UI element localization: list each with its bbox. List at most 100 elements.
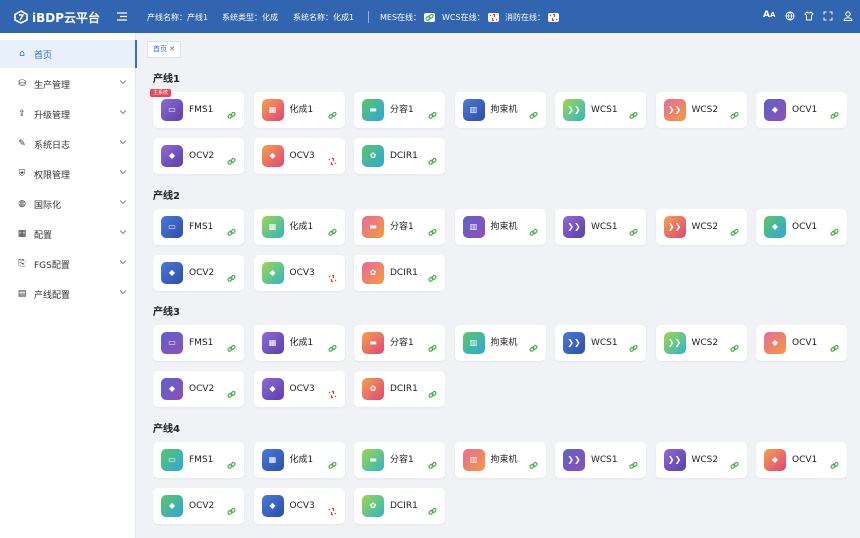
sidebar-item[interactable]: ⎘ FGS配置 bbox=[0, 250, 135, 278]
device-card[interactable]: ▬ 分容1 bbox=[354, 441, 445, 478]
device-card[interactable]: ▬ 分容1 bbox=[354, 325, 445, 361]
sidebar-item[interactable]: ◍ 国际化 bbox=[0, 190, 135, 218]
device-card[interactable]: ▦ 化成1 bbox=[253, 208, 345, 245]
online-icon bbox=[428, 384, 437, 403]
device-card[interactable]: ▬ 分容1 bbox=[354, 92, 445, 128]
device-card[interactable]: ▥ 拘束机 bbox=[454, 92, 546, 128]
theme-icon[interactable] bbox=[804, 11, 814, 21]
sidebar-label: 系统日志 bbox=[34, 140, 71, 151]
sidebar-label: 配置 bbox=[34, 230, 53, 241]
device-card[interactable]: ◆ OCV1 bbox=[756, 325, 847, 361]
device-card[interactable]: ▭ FMS1 bbox=[153, 441, 244, 478]
device-card[interactable]: ✿ DCIR1 bbox=[354, 254, 445, 291]
device-card[interactable]: ▥ 拘束机 bbox=[454, 441, 546, 478]
sidebar-icon: ◍ bbox=[18, 199, 26, 209]
header-info: 系统名称：化成1 bbox=[293, 13, 355, 22]
tab-close[interactable]: ✕ bbox=[169, 45, 176, 53]
device-card[interactable]: ❯❯ WCS2 bbox=[655, 92, 747, 128]
device-icon: ▥ bbox=[462, 99, 485, 121]
online-icon bbox=[830, 105, 839, 124]
device-name: OCV2 bbox=[189, 384, 215, 394]
menu-toggle[interactable] bbox=[117, 12, 127, 21]
device-card[interactable]: ▥ 拘束机 bbox=[454, 208, 546, 245]
device-name: WCS2 bbox=[691, 105, 719, 115]
device-card[interactable]: ▭ FMS1 bbox=[153, 325, 244, 361]
device-card[interactable]: ❯❯ WCS1 bbox=[555, 325, 646, 361]
chevron bbox=[119, 288, 127, 299]
device-name: OCV3 bbox=[289, 384, 315, 394]
device-icon: ◆ bbox=[261, 261, 284, 284]
device-card[interactable]: ▥ 拘束机 bbox=[454, 325, 546, 361]
device-card[interactable]: ▦ 化成1 bbox=[253, 441, 345, 478]
device-card[interactable]: ❯❯ WCS1 bbox=[555, 92, 646, 128]
online-icon bbox=[729, 338, 739, 357]
line-title: 产线3 bbox=[153, 307, 180, 318]
online-icon bbox=[227, 338, 236, 357]
offline-icon bbox=[548, 13, 559, 22]
line-title: 产线1 bbox=[153, 74, 180, 85]
device-card[interactable]: ❯❯ WCS2 bbox=[655, 441, 747, 478]
device-card[interactable]: ◆ OCV3 bbox=[253, 138, 345, 174]
device-icon: ❯❯ bbox=[663, 448, 686, 471]
online-icon bbox=[629, 105, 638, 124]
device-icon: ▬ bbox=[362, 448, 384, 471]
device-card[interactable]: ✿ DCIR1 bbox=[354, 371, 445, 407]
device-card[interactable]: ▭ FMS1 bbox=[153, 208, 244, 245]
device-icon: ▦ bbox=[261, 332, 284, 354]
online-icon bbox=[227, 455, 236, 474]
device-card[interactable]: ❯❯ WCS2 bbox=[655, 208, 747, 245]
device-card[interactable]: ◆ OCV1 bbox=[756, 208, 847, 245]
device-card[interactable]: ❯❯ WCS2 bbox=[655, 325, 747, 361]
header: iBDP云平台 AA 产线名称：产线1 系统类型：化成 系统名称：化成1 MES在线：… bbox=[0, 0, 860, 33]
lang-icon[interactable]: AA bbox=[763, 10, 776, 20]
sidebar-item[interactable]: ▤ 产线配置 bbox=[0, 280, 135, 308]
device-name: 拘束机 bbox=[490, 338, 518, 348]
online-icon bbox=[227, 151, 236, 170]
device-card[interactable]: ◆ OCV3 bbox=[253, 487, 345, 524]
sidebar: ⌂ 首页 ⛁ 生产管理 ⇪ 升级管理 ✎ 系统日志 ⛨ 权限管理 ◍ 国际化 ▦ 配置 ⎘ FGS配置 ▤ 产线配… bbox=[0, 33, 137, 538]
device-name: OCV1 bbox=[792, 105, 818, 115]
device-card[interactable]: ❯❯ WCS1 bbox=[555, 208, 646, 245]
device-card[interactable]: ◆ OCV3 bbox=[253, 371, 345, 407]
online-icon bbox=[629, 455, 638, 474]
device-name: WCS2 bbox=[691, 221, 719, 232]
chevron bbox=[119, 78, 127, 89]
device-name: FMS1 bbox=[189, 338, 214, 348]
sidebar-icon: ⛁ bbox=[18, 79, 26, 89]
device-icon: ▭ bbox=[161, 215, 183, 238]
device-icon: ❯❯ bbox=[663, 332, 686, 354]
user-icon[interactable] bbox=[843, 11, 853, 21]
globe-icon[interactable] bbox=[785, 11, 795, 21]
sidebar-icon: ⛨ bbox=[18, 169, 26, 179]
tab[interactable]: 首页 ✕ bbox=[147, 41, 182, 58]
device-card[interactable]: ✿ DCIR1 bbox=[354, 138, 445, 174]
device-card[interactable]: ◆ OCV2 bbox=[153, 254, 244, 291]
device-name: 化成1 bbox=[289, 105, 314, 115]
sidebar-item[interactable]: ▦ 配置 bbox=[0, 220, 135, 248]
device-card[interactable]: ▦ 化成1 bbox=[253, 325, 345, 361]
line-title: 产线4 bbox=[153, 423, 180, 435]
sidebar-item[interactable]: ⇪ 升级管理 bbox=[0, 100, 135, 128]
device-card[interactable]: ✿ DCIR1 bbox=[354, 487, 445, 524]
device-name: WCS2 bbox=[691, 454, 719, 465]
device-card[interactable]: ◆ OCV2 bbox=[153, 138, 244, 174]
sidebar-item[interactable]: ⛁ 生产管理 bbox=[0, 70, 135, 98]
fullscreen-icon[interactable] bbox=[823, 11, 833, 21]
device-card[interactable]: ▭ FMS1 主系统 bbox=[150, 89, 244, 128]
device-card[interactable]: ◆ OCV2 bbox=[153, 371, 244, 407]
device-card[interactable]: ◆ OCV3 bbox=[253, 254, 345, 291]
device-icon: ▥ bbox=[462, 215, 485, 238]
device-card[interactable]: ▦ 化成1 bbox=[253, 92, 345, 128]
sidebar-item[interactable]: ⌂ 首页 bbox=[0, 40, 137, 68]
device-icon: ◆ bbox=[261, 145, 284, 167]
device-card[interactable]: ◆ OCV1 bbox=[756, 441, 847, 478]
offline-icon bbox=[487, 13, 499, 22]
device-card[interactable]: ◆ OCV2 bbox=[153, 487, 244, 524]
online-icon bbox=[327, 222, 337, 241]
device-card[interactable]: ◆ OCV1 bbox=[756, 92, 847, 128]
device-icon: ◆ bbox=[764, 215, 786, 238]
sidebar-item[interactable]: ⛨ 权限管理 bbox=[0, 160, 135, 188]
device-card[interactable]: ▬ 分容1 bbox=[354, 208, 445, 245]
device-card[interactable]: ❯❯ WCS1 bbox=[555, 441, 646, 478]
sidebar-item[interactable]: ✎ 系统日志 bbox=[0, 130, 135, 158]
